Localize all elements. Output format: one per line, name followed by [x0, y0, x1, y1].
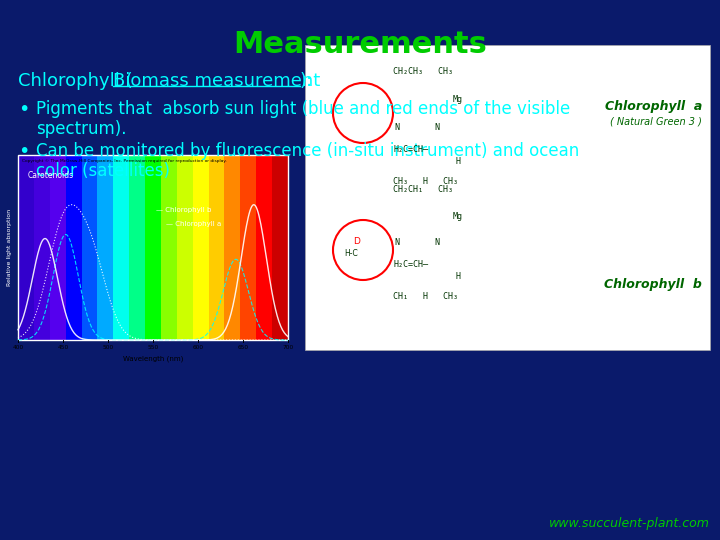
- Bar: [161, 155, 178, 340]
- Bar: [66, 155, 83, 340]
- Text: N       N: N N: [395, 123, 440, 132]
- Text: ( Natural Green 3 ): ( Natural Green 3 ): [610, 117, 702, 127]
- Text: H: H: [455, 272, 460, 281]
- Text: CH₃   H   CH₃: CH₃ H CH₃: [393, 177, 458, 186]
- Bar: [145, 155, 162, 340]
- Text: Chlorophyll  a: Chlorophyll a: [605, 100, 702, 113]
- Bar: [34, 155, 51, 340]
- Text: •: •: [18, 100, 30, 119]
- Text: 650: 650: [238, 345, 248, 350]
- Text: CH₁   H   CH₃: CH₁ H CH₃: [393, 292, 458, 301]
- Text: Pigments that  absorb sun light (blue and red ends of the visible: Pigments that absorb sun light (blue and…: [36, 100, 570, 118]
- Text: H: H: [455, 157, 460, 166]
- Bar: [50, 155, 67, 340]
- Text: H-C: H-C: [344, 248, 358, 258]
- Bar: [209, 155, 225, 340]
- Text: N       N: N N: [395, 238, 440, 247]
- Bar: [81, 155, 99, 340]
- Text: 400: 400: [12, 345, 24, 350]
- Text: Can be monitored by fluorescence (in-situ instrument) and ocean: Can be monitored by fluorescence (in-sit…: [36, 142, 580, 160]
- Text: 450: 450: [58, 345, 68, 350]
- Text: Relative light absorption: Relative light absorption: [7, 209, 12, 286]
- Text: Chlorophyll  b: Chlorophyll b: [604, 278, 702, 291]
- Text: color (satellites): color (satellites): [36, 162, 170, 180]
- Text: www.succulent-plant.com: www.succulent-plant.com: [549, 517, 710, 530]
- Text: Measurements: Measurements: [233, 30, 487, 59]
- Text: Mg: Mg: [453, 212, 463, 221]
- Text: Chlorophyll (: Chlorophyll (: [18, 72, 132, 90]
- Text: D: D: [354, 238, 361, 246]
- Text: H₂C=CH─: H₂C=CH─: [393, 260, 428, 269]
- Bar: [272, 155, 289, 340]
- Text: 600: 600: [192, 345, 204, 350]
- Text: 700: 700: [282, 345, 294, 350]
- Text: spectrum).: spectrum).: [36, 120, 127, 138]
- Bar: [177, 155, 194, 340]
- Text: Wavelength (nm): Wavelength (nm): [123, 356, 183, 362]
- Bar: [18, 155, 35, 340]
- Bar: [113, 155, 130, 340]
- Text: 500: 500: [102, 345, 114, 350]
- Text: •: •: [18, 142, 30, 161]
- Text: Carotenoids: Carotenoids: [28, 171, 74, 180]
- Text: CH₂CH₁   CH₃: CH₂CH₁ CH₃: [393, 185, 453, 194]
- Text: 550: 550: [148, 345, 158, 350]
- Bar: [225, 155, 241, 340]
- Bar: [256, 155, 273, 340]
- Text: Copyright © The McGraw-Hill Companies, Inc. Permission required for reproduction: Copyright © The McGraw-Hill Companies, I…: [22, 159, 227, 163]
- Bar: [193, 155, 210, 340]
- Bar: [97, 155, 114, 340]
- Text: H₂C=CH─: H₂C=CH─: [393, 145, 428, 154]
- Text: CH₂CH₃   CH₃: CH₂CH₃ CH₃: [393, 67, 453, 76]
- Bar: [305, 45, 710, 350]
- Text: ):: ):: [300, 72, 313, 90]
- Text: — Chlorophyll a: — Chlorophyll a: [166, 221, 221, 227]
- Bar: [18, 155, 288, 340]
- Bar: [129, 155, 146, 340]
- Text: — Chlorophyll b: — Chlorophyll b: [156, 207, 212, 213]
- Text: Biomass measurement: Biomass measurement: [113, 72, 320, 90]
- Text: Mg: Mg: [453, 95, 463, 104]
- Bar: [240, 155, 257, 340]
